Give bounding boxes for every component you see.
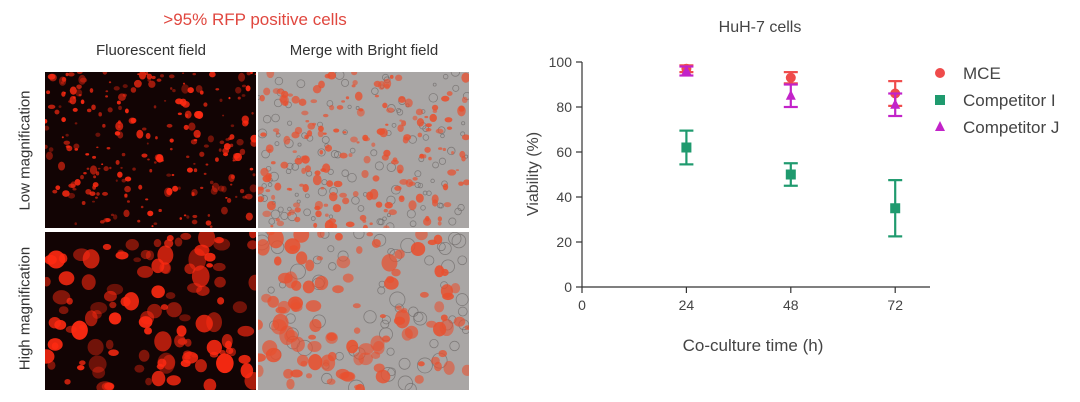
x-tick-label: 72	[887, 297, 903, 313]
y-tick-label: 0	[564, 279, 572, 295]
fluorescent-low-image	[45, 72, 256, 228]
merge-low-image	[258, 72, 469, 228]
competitor-i-point	[890, 203, 901, 214]
column-label-fluorescent: Fluorescent field	[95, 42, 207, 59]
x-axis-label: Co-culture time (h)	[683, 336, 824, 355]
left-figure-title: >95% RFP positive cells	[163, 10, 347, 29]
y-tick-label: 100	[549, 54, 573, 70]
y-tick-label: 60	[556, 144, 572, 160]
competitor-j-point	[681, 65, 692, 75]
row-label-high: High magnification	[16, 246, 34, 371]
x-tick-label: 48	[783, 297, 799, 313]
merge-high-image	[258, 232, 469, 390]
mce-point	[785, 72, 796, 83]
y-axis-label: Viability (%)	[525, 132, 542, 216]
legend-marker-competitor-j	[935, 121, 945, 131]
viability-chart: HuH-7 cells Viability (%) Co-culture tim…	[525, 19, 1059, 355]
competitor-j-point	[785, 89, 796, 100]
legend-label-competitor-i: Competitor I	[963, 91, 1056, 110]
x-tick-label: 0	[578, 297, 586, 313]
x-tick-label: 24	[679, 297, 695, 313]
legend-marker-mce	[935, 68, 945, 78]
chart-title: HuH-7 cells	[719, 19, 802, 36]
y-tick-label: 80	[556, 99, 572, 115]
legend-label-mce: MCE	[963, 64, 1001, 83]
fluorescent-high-image	[45, 232, 256, 390]
competitor-i-point	[681, 142, 692, 153]
y-tick-label: 20	[556, 234, 572, 250]
legend-marker-competitor-i	[935, 95, 945, 105]
competitor-i-point	[785, 169, 796, 180]
legend-label-competitor-j: Competitor J	[963, 118, 1059, 137]
column-label-merge: Merge with Bright field	[289, 42, 439, 59]
row-label-low: Low magnification	[16, 90, 34, 211]
competitor-j-point	[890, 98, 901, 109]
y-tick-label: 40	[556, 189, 572, 205]
